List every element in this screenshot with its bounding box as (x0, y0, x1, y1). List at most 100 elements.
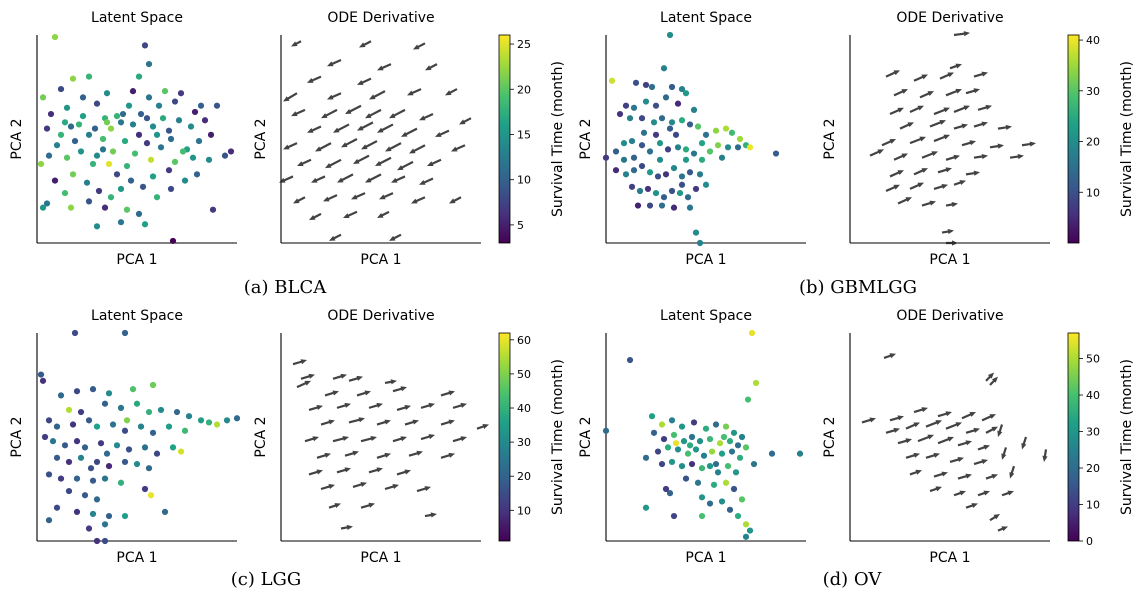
latent-point (101, 521, 109, 528)
latent-point (670, 512, 678, 520)
latent-point (698, 156, 706, 163)
latent-point (696, 438, 704, 445)
derivative-arrow (296, 380, 311, 389)
panel-3: Latent Space PCA 1 PCA 2 ODE Derivative PCA … (578, 308, 1135, 590)
derivative-arrow (377, 63, 392, 71)
latent-point (101, 537, 109, 545)
colorbar-gradient (1067, 332, 1080, 542)
latent-point (147, 492, 155, 499)
derivative-arrow (445, 88, 458, 96)
derivative-arrow (384, 484, 399, 491)
latent-point (159, 115, 167, 122)
colorbar-tick-label: 30 (517, 436, 531, 449)
derivative-arrow (365, 108, 382, 119)
derivative-arrow (440, 452, 455, 459)
latent-point (666, 125, 674, 132)
latent-point (93, 537, 101, 545)
latent-point (630, 167, 638, 174)
latent-point (698, 465, 706, 472)
derivative-arrow (419, 177, 434, 185)
derivative-arrow (348, 417, 365, 424)
latent-point (682, 475, 690, 482)
latent-point (109, 421, 117, 428)
latent-point (75, 121, 83, 128)
derivative-arrow (419, 113, 434, 121)
latent-point (620, 156, 628, 163)
colorbar-label: Survival Time (month) (1119, 359, 1135, 515)
latent-point (666, 31, 674, 39)
latent-point (89, 477, 97, 484)
latent-point (123, 162, 131, 170)
latent-point (694, 123, 702, 130)
latent-point (121, 137, 129, 145)
latent-point (197, 417, 205, 424)
latent-point (706, 463, 714, 470)
colorbar-tick-label: 10 (517, 504, 531, 517)
latent-point (668, 458, 676, 466)
derivative-arrow (957, 440, 972, 447)
latent-point (149, 123, 157, 130)
derivative-arrow (416, 486, 431, 493)
derivative-arrow (368, 467, 383, 474)
latent-point (73, 508, 81, 515)
derivative-arrow (397, 160, 414, 171)
derivative-arrow (369, 90, 386, 100)
latent-point (722, 479, 730, 486)
latent-point (678, 181, 686, 188)
derivative-arrow (925, 452, 940, 459)
derivative-arrow (945, 201, 958, 208)
derivative-arrow (336, 467, 351, 474)
latent-point (187, 123, 195, 130)
latent-point (674, 446, 682, 453)
latent-point (678, 423, 686, 430)
latent-point (125, 102, 133, 109)
latent-point (171, 158, 179, 165)
latent-point (658, 115, 666, 122)
latent-point (662, 94, 670, 101)
derivative-arrow (933, 134, 950, 143)
latent-point (191, 108, 199, 116)
latent-point (61, 119, 69, 126)
derivative-arrow (413, 42, 426, 50)
latent-point (117, 185, 125, 193)
latent-point (57, 85, 65, 93)
latent-point (85, 198, 93, 205)
colorbar-gradient (498, 34, 511, 244)
derivative-arrow (343, 210, 358, 219)
derivative-arrow (345, 104, 362, 115)
derivative-arrow (385, 142, 402, 152)
derivative-arrow (997, 424, 1004, 437)
latent-point (103, 90, 111, 97)
derivative-arrow (325, 158, 342, 169)
latent-point (95, 187, 103, 195)
latent-point (726, 506, 734, 513)
latent-point (686, 169, 694, 176)
derivative-arrow (308, 469, 323, 476)
derivative-arrow (921, 151, 938, 159)
latent-point (209, 206, 217, 213)
derivative-arrow (411, 196, 426, 204)
latent-point (113, 442, 121, 449)
latent-point (57, 392, 65, 399)
latent-point (678, 173, 686, 180)
latent-point (676, 189, 684, 197)
colorbar-tick-label: 20 (1086, 462, 1100, 475)
latent-point (642, 81, 650, 89)
latent-point (690, 106, 698, 113)
y-axis-label: PCA 2 (253, 118, 269, 159)
latent-point (664, 444, 672, 451)
latent-point (101, 204, 109, 211)
derivative-arrow (391, 175, 406, 183)
latent-point (93, 100, 101, 107)
derivative-arrow (425, 63, 438, 71)
derivative-arrow (909, 469, 922, 476)
derivative-arrow (321, 108, 338, 119)
derivative-arrow (348, 375, 363, 382)
latent-point (646, 202, 654, 209)
latent-point (57, 475, 65, 482)
latent-point (686, 121, 694, 128)
latent-point (662, 485, 670, 493)
latent-point (768, 450, 776, 457)
latent-point (89, 386, 97, 393)
derivative-arrow (333, 123, 350, 133)
